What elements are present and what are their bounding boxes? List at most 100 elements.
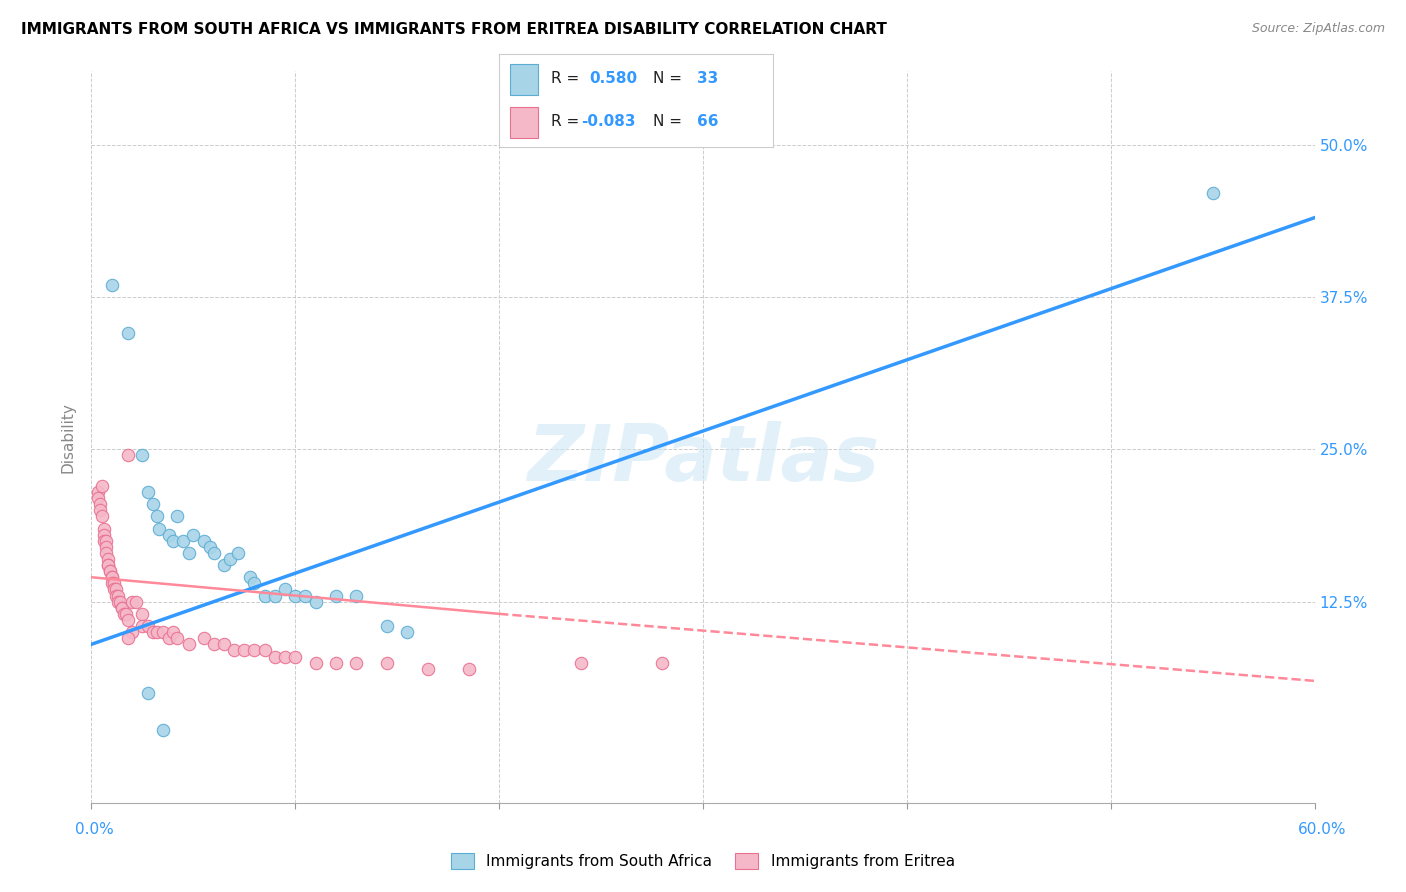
Point [243, 643, 266, 657]
Point [166, 509, 188, 524]
Point [86, 491, 108, 505]
Point [284, 649, 307, 664]
Point [346, 656, 368, 670]
Point [239, 570, 262, 584]
Point [166, 632, 188, 646]
Point [121, 625, 143, 640]
Point [179, 546, 201, 560]
Point [103, 576, 125, 591]
Point [138, 619, 160, 633]
Point [111, 600, 134, 615]
Point [233, 643, 256, 657]
Point [104, 589, 127, 603]
Text: R =: R = [551, 71, 585, 87]
Point [152, 723, 174, 737]
Point [212, 558, 235, 573]
Point [346, 589, 368, 603]
FancyBboxPatch shape [510, 64, 537, 95]
Point [172, 533, 194, 548]
Point [284, 589, 307, 603]
Point [94, 546, 117, 560]
Point [1202, 186, 1225, 201]
Point [157, 632, 180, 646]
Text: 0.580: 0.580 [589, 71, 638, 87]
Point [226, 546, 249, 560]
Point [202, 546, 225, 560]
Point [212, 637, 235, 651]
Point [253, 589, 276, 603]
Point [264, 589, 287, 603]
Point [89, 497, 111, 511]
Point [274, 582, 297, 597]
Point [117, 326, 139, 341]
Point [274, 649, 297, 664]
Point [416, 662, 439, 676]
Point [138, 485, 160, 500]
Point [152, 625, 174, 640]
Point [138, 686, 160, 700]
Point [569, 656, 592, 670]
Point [148, 521, 170, 535]
Point [457, 662, 479, 676]
Point [219, 552, 242, 566]
Point [294, 589, 316, 603]
Text: 0.0%: 0.0% [75, 822, 114, 837]
Point [145, 625, 167, 640]
Point [93, 521, 115, 535]
Point [304, 594, 326, 608]
Point [396, 625, 419, 640]
Point [101, 576, 124, 591]
Point [90, 509, 112, 524]
Point [94, 533, 117, 548]
Text: Source: ZipAtlas.com: Source: ZipAtlas.com [1251, 22, 1385, 36]
Point [104, 582, 127, 597]
Point [101, 277, 124, 292]
Point [125, 594, 148, 608]
Point [183, 527, 205, 541]
Point [90, 479, 112, 493]
Text: N =: N = [652, 114, 686, 129]
Point [93, 527, 115, 541]
Point [304, 656, 326, 670]
Point [107, 589, 129, 603]
Point [145, 509, 167, 524]
Point [97, 558, 120, 573]
Point [121, 594, 143, 608]
Point [162, 625, 184, 640]
Point [117, 632, 139, 646]
Point [325, 656, 347, 670]
Legend: Immigrants from South Africa, Immigrants from Eritrea: Immigrants from South Africa, Immigrants… [446, 847, 960, 875]
Point [222, 643, 246, 657]
Point [198, 540, 221, 554]
Point [202, 637, 225, 651]
Text: 66: 66 [696, 114, 718, 129]
FancyBboxPatch shape [510, 107, 537, 138]
Point [103, 582, 125, 597]
Point [86, 485, 108, 500]
Point [131, 607, 153, 621]
Point [243, 576, 266, 591]
Point [253, 643, 276, 657]
Point [131, 619, 153, 633]
Point [375, 619, 398, 633]
Point [94, 540, 117, 554]
Point [117, 449, 139, 463]
Point [157, 527, 180, 541]
Point [179, 637, 201, 651]
Point [108, 594, 131, 608]
Point [651, 656, 673, 670]
Point [98, 564, 121, 578]
Point [97, 558, 120, 573]
Point [325, 589, 347, 603]
Text: 60.0%: 60.0% [1298, 822, 1346, 837]
Text: 33: 33 [696, 71, 718, 87]
Point [97, 552, 120, 566]
Text: ZIPatlas: ZIPatlas [527, 421, 879, 497]
Point [111, 600, 134, 615]
Point [115, 607, 138, 621]
Point [141, 497, 163, 511]
Point [264, 649, 287, 664]
Point [101, 570, 124, 584]
Text: -0.083: -0.083 [582, 114, 636, 129]
Point [131, 449, 153, 463]
